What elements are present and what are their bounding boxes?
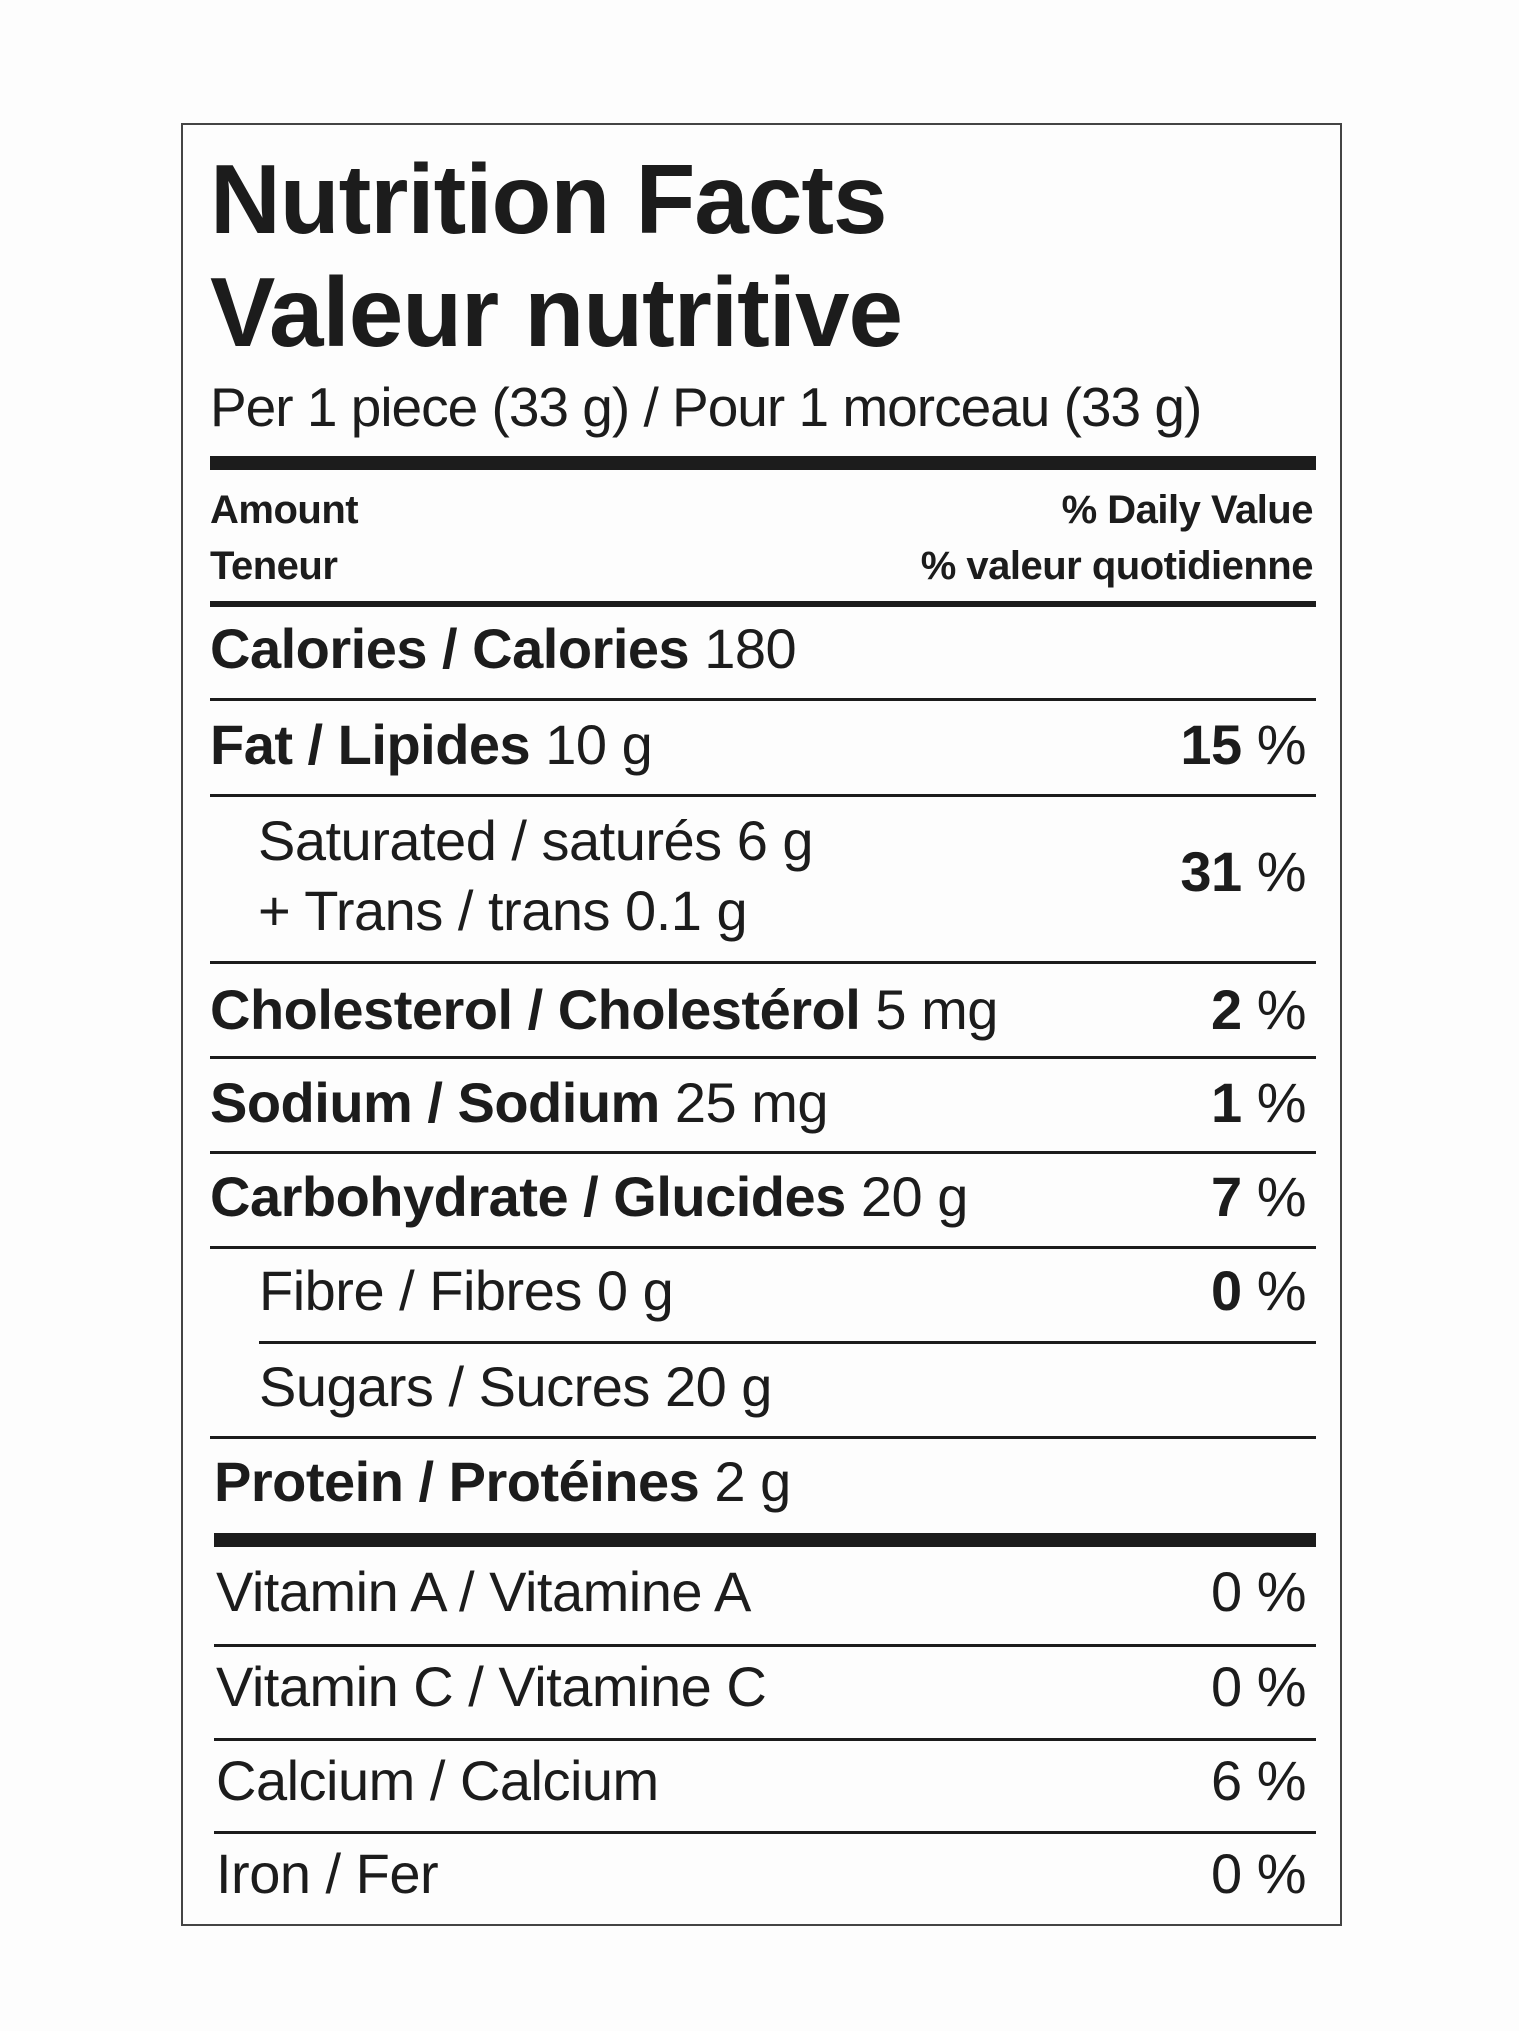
divider	[214, 1831, 1316, 1834]
vitamin-a-dv: 0 %	[1211, 1560, 1307, 1623]
divider	[210, 1151, 1316, 1154]
divider	[210, 698, 1316, 701]
vitamin-c-dv: 0 %	[1211, 1655, 1307, 1718]
saturated-dv-value: 31	[1180, 840, 1242, 903]
fat-row: Fat / Lipides 10 g	[210, 717, 653, 773]
sodium-dv: 1 %	[1211, 1075, 1307, 1131]
carbohydrate-label: Carbohydrate / Glucides	[210, 1165, 846, 1228]
divider	[210, 1436, 1316, 1439]
divider-indented	[259, 1341, 1316, 1344]
divider-thick	[214, 1533, 1316, 1547]
sodium-row: Sodium / Sodium 25 mg	[210, 1075, 829, 1131]
sodium-label: Sodium / Sodium	[210, 1071, 660, 1134]
calcium-dv: 6 %	[1211, 1749, 1307, 1812]
nutrition-facts-panel	[181, 123, 1342, 1926]
title-fr: Valeur nutritive	[210, 257, 903, 367]
fat-dv-value: 15	[1180, 713, 1242, 776]
calories-label: Calories / Calories	[210, 617, 690, 680]
protein-amount: 2 g	[714, 1450, 791, 1513]
carbohydrate-dv-value: 7	[1210, 1165, 1242, 1228]
divider-thick	[210, 456, 1316, 470]
carbohydrate-amount: 20 g	[860, 1165, 969, 1228]
header-amount-en: Amount	[210, 488, 359, 532]
fat-label: Fat / Lipides	[210, 713, 531, 776]
divider	[210, 1056, 1316, 1059]
cholesterol-label: Cholesterol / Cholestérol	[210, 978, 861, 1041]
divider	[214, 1644, 1316, 1647]
sodium-amount: 25 mg	[674, 1071, 829, 1134]
cholesterol-amount: 5 mg	[875, 978, 998, 1041]
calcium-label: Calcium / Calcium	[216, 1749, 659, 1812]
iron-dv: 0 %	[1211, 1842, 1307, 1905]
saturated-label: Saturated / saturés 6 g	[258, 809, 814, 872]
percent-unit: %	[1241, 1071, 1307, 1134]
percent-unit: %	[1241, 1165, 1307, 1228]
percent-unit: %	[1241, 840, 1307, 903]
header-dv-en: % Daily Value	[1061, 488, 1314, 532]
divider-medium	[210, 601, 1316, 607]
title-en: Nutrition Facts	[210, 144, 887, 254]
iron-label: Iron / Fer	[216, 1842, 439, 1905]
cholesterol-dv-value: 2	[1210, 978, 1242, 1041]
calories-value: 180	[704, 617, 797, 680]
vitamin-c-label: Vitamin C / Vitamine C	[216, 1655, 767, 1718]
protein-row: Protein / Protéines 2 g	[214, 1454, 791, 1510]
divider	[210, 961, 1316, 964]
sodium-dv-value: 1	[1210, 1071, 1242, 1134]
fat-amount: 10 g	[545, 713, 653, 776]
fibre-label: Fibre / Fibres 0 g	[259, 1259, 674, 1322]
header-dv-fr: % valeur quotidienne	[920, 544, 1314, 588]
calories-row: Calories / Calories 180	[210, 621, 797, 677]
percent-unit: %	[1241, 713, 1307, 776]
fibre-dv-value: 0	[1210, 1259, 1242, 1322]
sugars-label: Sugars / Sucres 20 g	[259, 1355, 772, 1418]
percent-unit: %	[1241, 978, 1307, 1041]
divider	[214, 1738, 1316, 1741]
header-amount-fr: Teneur	[210, 544, 338, 588]
trans-label: + Trans / trans 0.1 g	[258, 879, 748, 942]
saturated-dv: 31 %	[1180, 844, 1306, 900]
protein-label: Protein / Protéines	[214, 1450, 700, 1513]
divider	[210, 1246, 1316, 1249]
carbohydrate-dv: 7 %	[1211, 1169, 1307, 1225]
vitamin-a-label: Vitamin A / Vitamine A	[216, 1560, 751, 1623]
divider	[210, 794, 1316, 797]
serving-size: Per 1 piece (33 g) / Pour 1 morceau (33 …	[210, 376, 1202, 438]
cholesterol-row: Cholesterol / Cholestérol 5 mg	[210, 982, 998, 1038]
fibre-dv: 0 %	[1211, 1263, 1307, 1319]
fat-dv: 15 %	[1180, 717, 1306, 773]
percent-unit: %	[1241, 1259, 1307, 1322]
carbohydrate-row: Carbohydrate / Glucides 20 g	[210, 1169, 968, 1225]
cholesterol-dv: 2 %	[1211, 982, 1307, 1038]
